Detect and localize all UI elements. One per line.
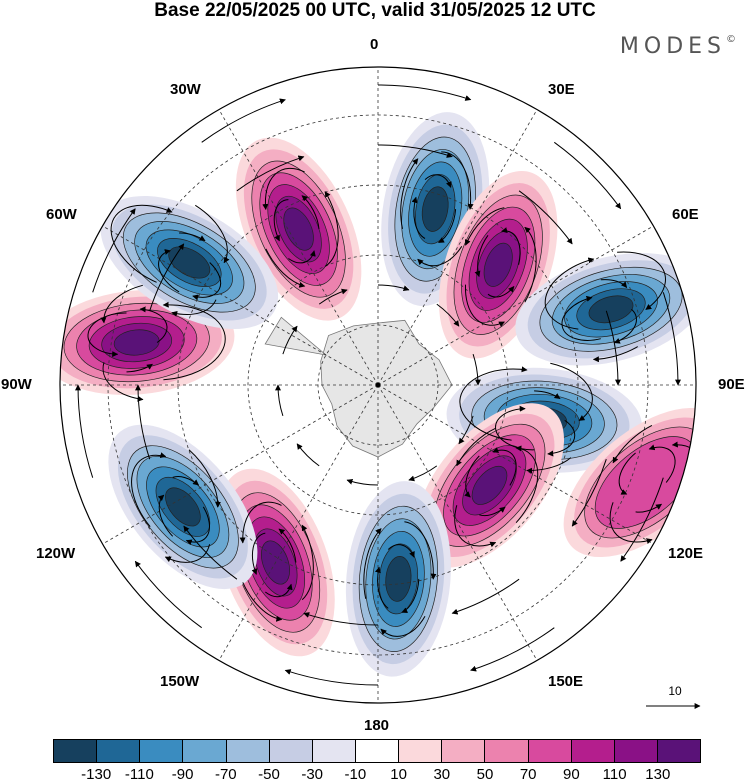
modes-logo: MODES© — [620, 34, 736, 59]
colorbar-swatch — [528, 740, 572, 762]
map-boundary — [59, 66, 697, 704]
colorbar — [53, 739, 701, 763]
colorbar-swatch — [140, 740, 184, 762]
colorbar-swatch — [657, 740, 701, 762]
colorbar-tick-label: 30 — [433, 766, 451, 783]
colorbar-tick-label: -50 — [258, 766, 280, 783]
colorbar-tick-label: -130 — [81, 766, 112, 783]
lon-label-0: 0 — [370, 36, 379, 53]
lon-label-90e: 90E — [718, 376, 745, 393]
colorbar-tick-label: 70 — [519, 766, 537, 783]
colorbar-swatch — [355, 740, 400, 762]
colorbar-tick-label: 10 — [390, 766, 407, 783]
colorbar-swatch — [399, 740, 443, 762]
wind-streamlines — [75, 84, 696, 686]
map-title: Base 22/05/2025 00 UTC, valid 31/05/2025… — [154, 0, 596, 21]
lon-label-150e: 150E — [548, 673, 584, 690]
reference-vector-label: 10 — [668, 684, 682, 698]
colorbar-tick-label: -10 — [344, 766, 367, 783]
lon-label-180: 180 — [364, 717, 390, 734]
colorbar-swatch — [226, 740, 270, 762]
lon-label-60w: 60W — [46, 206, 77, 223]
antarctica-landmass — [264, 316, 453, 458]
colorbar-swatch — [269, 740, 313, 762]
lon-label-60e: 60E — [672, 206, 699, 223]
colorbar-tick-label: 90 — [563, 766, 580, 783]
colorbar-swatch — [614, 740, 658, 762]
negative-anomaly-cell — [108, 424, 258, 590]
colorbar-swatch — [442, 740, 486, 762]
lon-label-120w: 120W — [36, 545, 76, 562]
lon-label-120e: 120E — [668, 545, 704, 562]
colorbar-tick-labels: -130 -110 -90 -70 -50 -30 -10 10 30 50 70 90 110 130 — [53, 764, 701, 783]
colorbar-swatch — [312, 740, 356, 762]
colorbar-swatch — [485, 740, 529, 762]
lon-label-30e: 30E — [548, 81, 575, 98]
lon-label-90w: 90W — [1, 376, 32, 393]
brand-mark: © — [726, 34, 736, 45]
colorbar-tick-label: 110 — [602, 766, 627, 783]
lon-label-150w: 150W — [160, 673, 200, 690]
anomaly-field — [60, 67, 696, 703]
colorbar-tick-label: 50 — [476, 766, 494, 783]
colorbar-tick-label: -70 — [214, 766, 237, 783]
colorbar-tick-label: 130 — [645, 766, 671, 783]
colorbar-tick-label: -30 — [301, 766, 324, 783]
negative-anomaly-cell — [515, 253, 696, 366]
lon-label-30w: 30W — [170, 81, 201, 98]
south-pole-marker — [375, 382, 381, 388]
colorbar-swatch — [54, 740, 98, 762]
graticule — [60, 67, 696, 703]
colorbar-swatch — [97, 740, 141, 762]
colorbar-swatch — [183, 740, 227, 762]
brand-name: MODES — [619, 34, 726, 59]
colorbar-swatch — [571, 740, 615, 762]
colorbar-tick-label: -110 — [124, 766, 154, 783]
colorbar-tick-label: -90 — [171, 766, 194, 783]
negative-anomaly-cell — [100, 195, 279, 330]
